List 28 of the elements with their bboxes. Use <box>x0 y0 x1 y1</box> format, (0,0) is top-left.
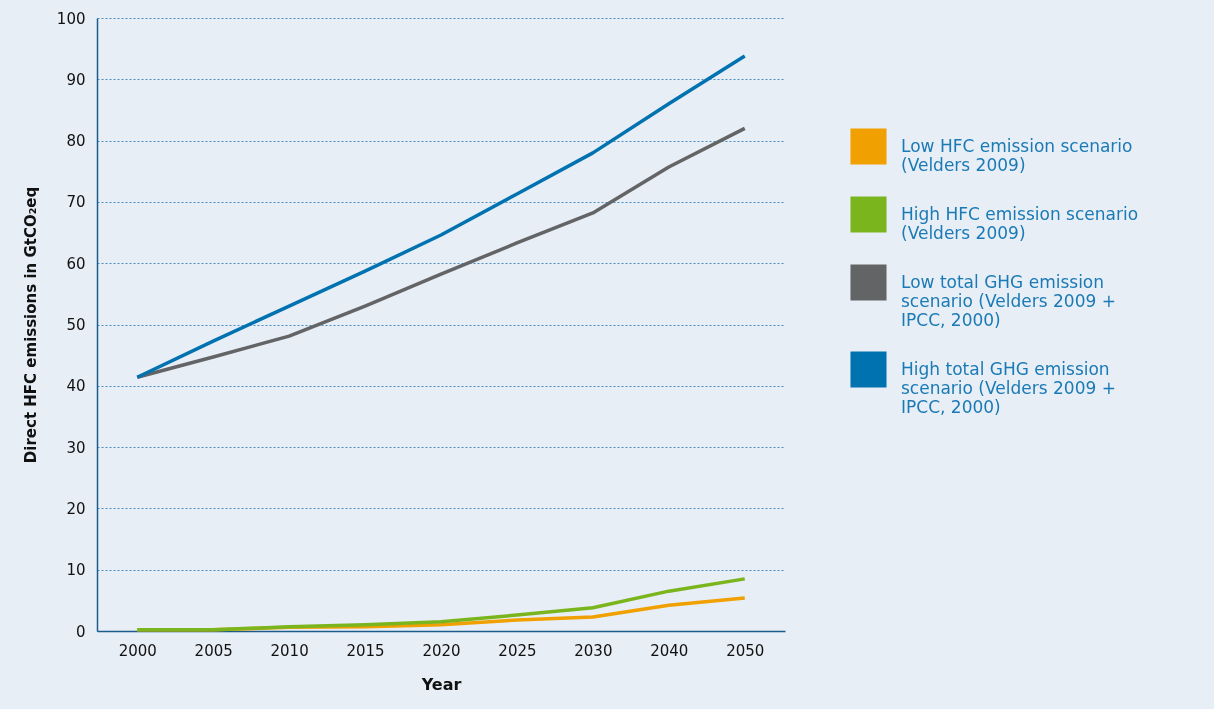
y-tick-label: 90 <box>66 70 86 89</box>
y-tick-label: 50 <box>66 316 86 334</box>
y-tick-label: 70 <box>66 193 86 212</box>
x-tick-label: 2030 <box>574 641 613 660</box>
legend-label: High HFC emission scenario (Velders 2009) <box>901 203 1139 243</box>
y-axis-title: Direct HFC emissions in GtCO₂eq <box>21 186 40 464</box>
y-tick-label: 100 <box>56 9 86 28</box>
legend-label: High total GHG emission scenario (Velders 2009 + IPCC, 2000) <box>901 358 1116 417</box>
legend-label: Low HFC emission scenario (Velders 2009) <box>901 135 1133 175</box>
y-tick-label: 10 <box>66 561 86 580</box>
x-axis-title: Year <box>420 674 462 694</box>
x-tick-label: 2015 <box>346 641 385 660</box>
y-tick-label: 20 <box>66 499 86 518</box>
line-series <box>135 54 747 379</box>
x-tick-label: 2005 <box>194 641 233 660</box>
x-tick-label: 2040 <box>650 641 689 660</box>
y-tick-label: 60 <box>66 254 86 273</box>
y-tick-label: 30 <box>66 438 86 457</box>
x-tick-label: 2020 <box>422 641 461 660</box>
y-tick-label: 0 <box>75 622 86 641</box>
legend-label: Low total GHG emission scenario (Velders 2009 + IPCC, 2000) <box>901 271 1116 330</box>
line-series <box>135 577 747 632</box>
x-tick-label: 2050 <box>726 641 765 660</box>
y-tick-label: 40 <box>66 377 86 396</box>
x-tick-label: 2000 <box>118 641 157 660</box>
x-tick-label: 2025 <box>498 641 537 660</box>
x-tick-label: 2010 <box>270 641 309 660</box>
y-tick-label: 80 <box>66 132 86 151</box>
